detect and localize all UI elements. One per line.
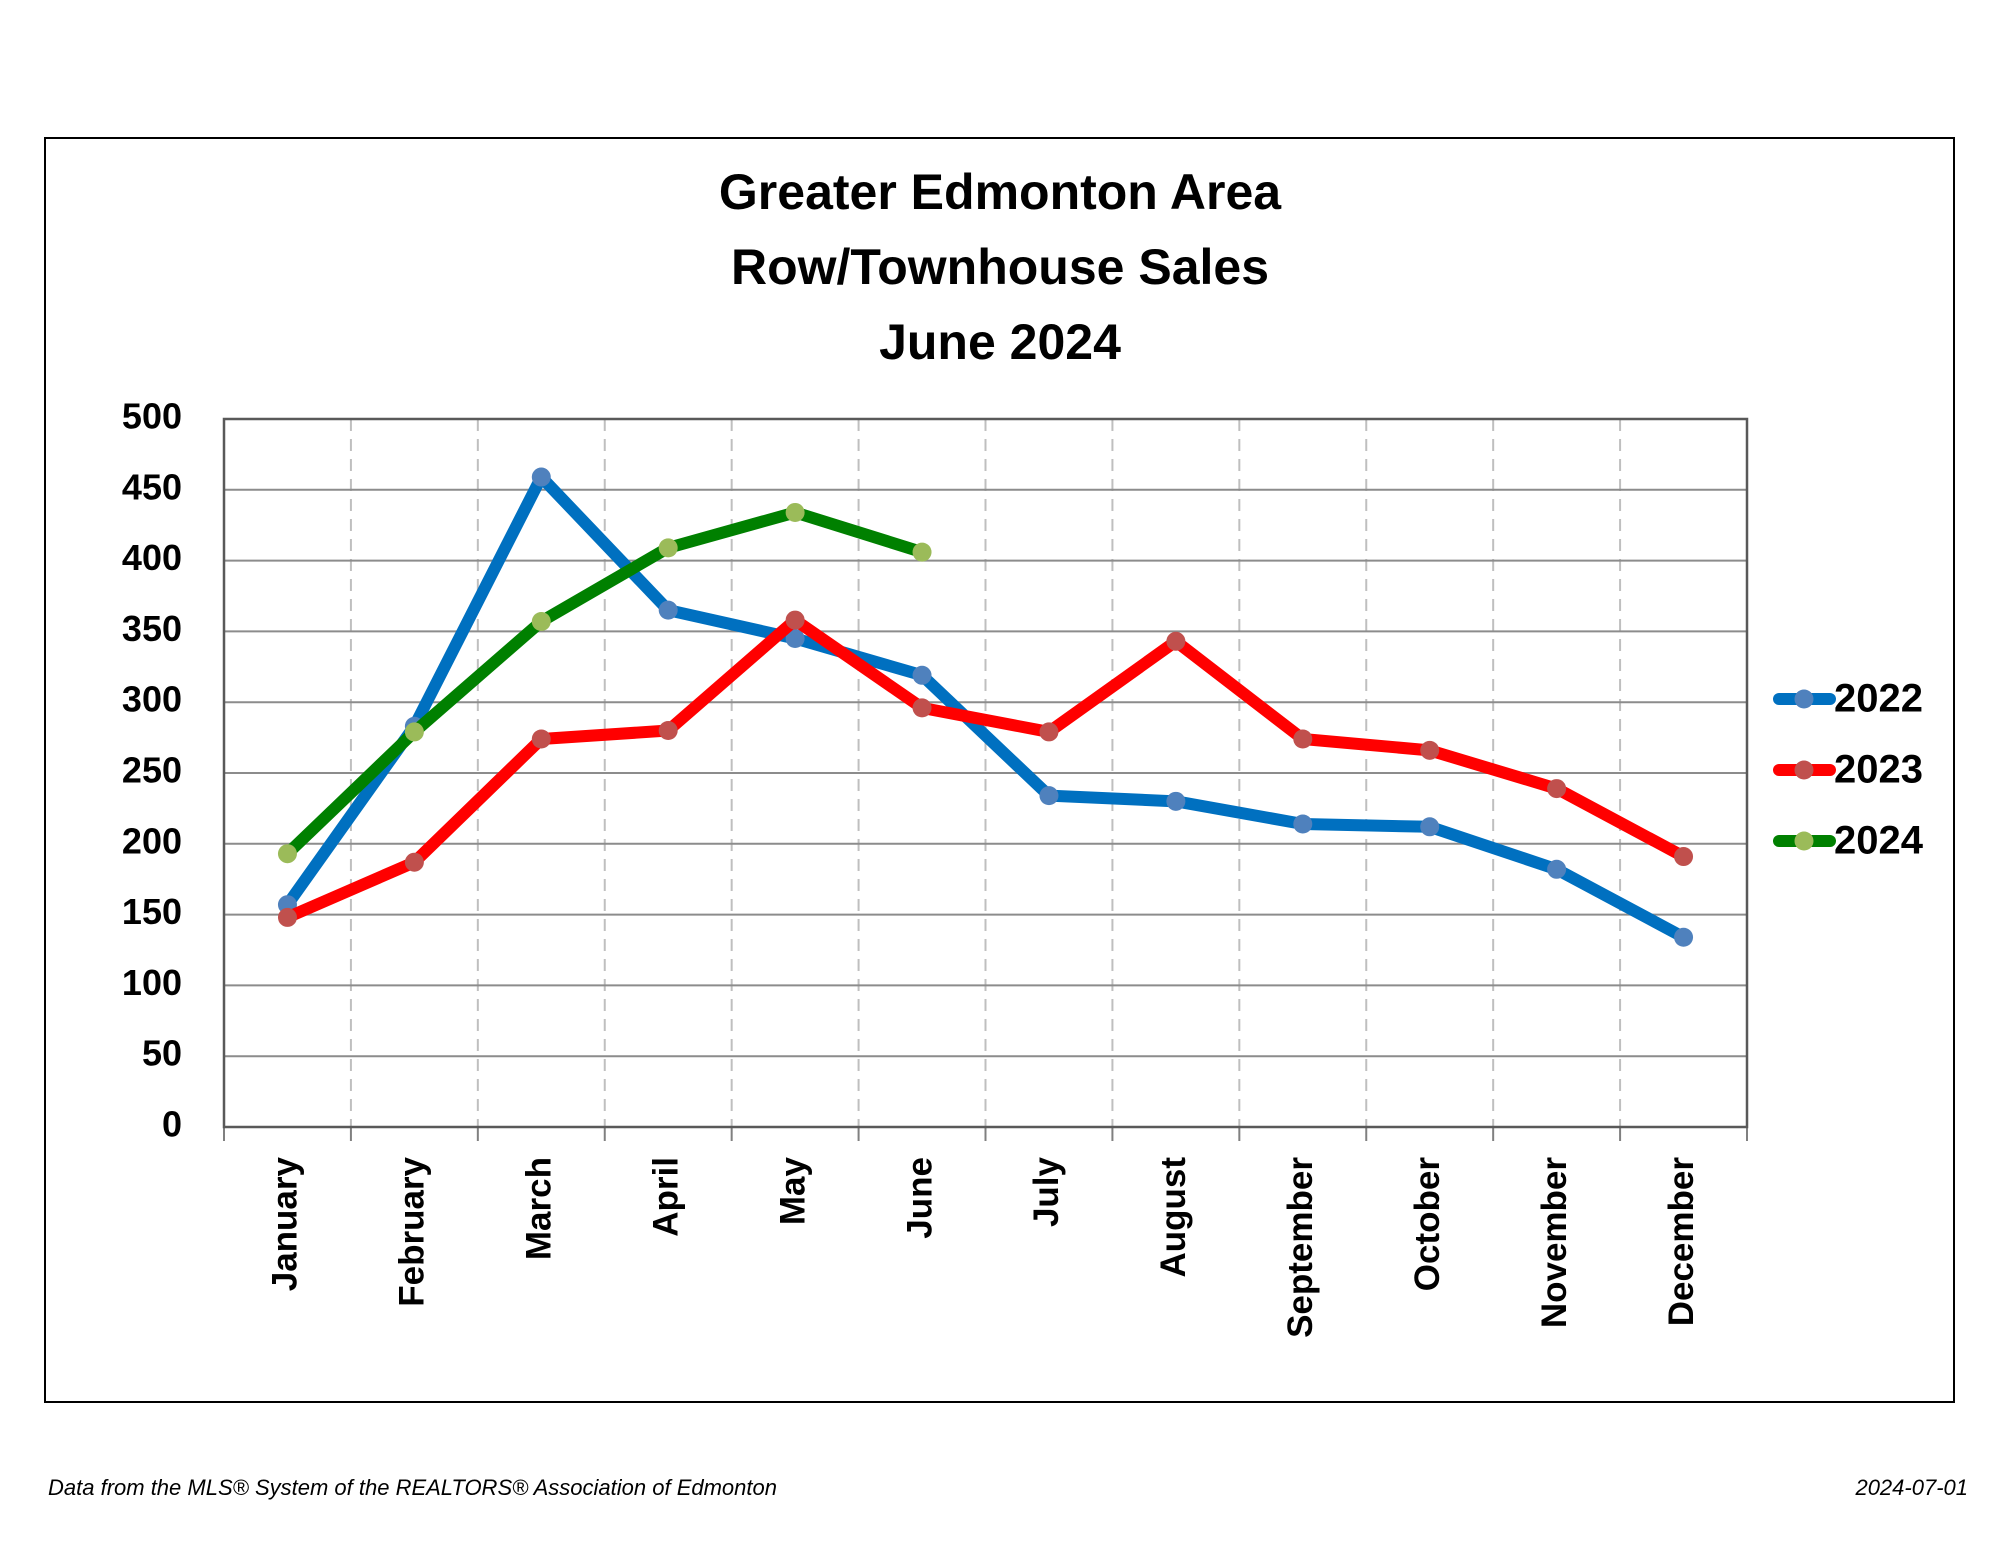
- y-tick-label: 350: [122, 608, 182, 649]
- data-point: [785, 502, 805, 522]
- data-point: [531, 467, 551, 487]
- data-point: [1547, 779, 1567, 799]
- series-line: [281, 471, 1690, 944]
- data-point: [1166, 631, 1186, 651]
- data-point: [1039, 786, 1059, 806]
- x-tick-label: February: [393, 1156, 432, 1306]
- x-tick-label: August: [1154, 1157, 1193, 1278]
- data-point: [1166, 791, 1186, 811]
- legend-label: 2022: [1834, 677, 1923, 721]
- data-point: [1420, 817, 1440, 837]
- data-point: [912, 665, 932, 685]
- x-tick-label: November: [1535, 1157, 1574, 1329]
- y-tick-label: 250: [122, 750, 182, 791]
- y-tick-label: 450: [122, 466, 182, 507]
- data-point: [1293, 814, 1313, 834]
- y-tick-label: 150: [122, 891, 182, 932]
- data-point: [658, 600, 678, 620]
- series-line: [281, 506, 929, 860]
- legend-marker: [1794, 689, 1814, 709]
- legend-marker: [1794, 760, 1814, 780]
- data-point: [404, 852, 424, 872]
- data-point: [785, 610, 805, 630]
- x-tick-label: June: [900, 1157, 939, 1239]
- data-point: [1674, 847, 1694, 867]
- x-tick-label: September: [1281, 1157, 1320, 1338]
- y-tick-label: 0: [162, 1104, 182, 1145]
- data-point: [1039, 722, 1059, 742]
- data-point: [1293, 729, 1313, 749]
- x-tick-label: March: [520, 1157, 559, 1260]
- y-tick-label: 400: [122, 537, 182, 578]
- chart-frame: [44, 137, 1955, 1403]
- date-note: 2024-07-01: [1854, 1475, 1968, 1500]
- y-tick-label: 200: [122, 820, 182, 861]
- y-tick-label: 50: [142, 1033, 182, 1074]
- data-point: [1674, 927, 1694, 947]
- y-tick-label: 300: [122, 679, 182, 720]
- data-point: [1547, 859, 1567, 879]
- data-point: [531, 611, 551, 631]
- data-point: [658, 721, 678, 741]
- data-point: [785, 628, 805, 648]
- x-tick-label: April: [646, 1157, 685, 1237]
- data-point: [277, 907, 297, 927]
- x-tick-label: May: [773, 1156, 812, 1225]
- chart-title: Greater Edmonton Area: [719, 164, 1282, 220]
- x-tick-label: July: [1027, 1156, 1066, 1227]
- data-point: [912, 542, 932, 562]
- plot-border: [222, 417, 1749, 1129]
- data-point: [658, 538, 678, 558]
- source-note: Data from the MLS® System of the REALTOR…: [48, 1475, 777, 1500]
- x-tick-label: December: [1662, 1157, 1701, 1327]
- chart-title: June 2024: [879, 314, 1121, 370]
- data-point: [912, 698, 932, 718]
- data-point: [531, 729, 551, 749]
- legend-marker: [1794, 831, 1814, 851]
- y-tick-label: 500: [122, 396, 182, 437]
- x-tick-label: October: [1408, 1157, 1447, 1292]
- data-point: [404, 722, 424, 742]
- chart-title: Row/Townhouse Sales: [731, 239, 1269, 295]
- legend-label: 2024: [1834, 819, 1924, 863]
- data-point: [277, 844, 297, 864]
- series-line: [281, 614, 1690, 924]
- legend-label: 2023: [1834, 748, 1923, 792]
- y-tick-label: 100: [122, 962, 182, 1003]
- data-point: [1420, 740, 1440, 760]
- x-tick-label: January: [266, 1156, 305, 1291]
